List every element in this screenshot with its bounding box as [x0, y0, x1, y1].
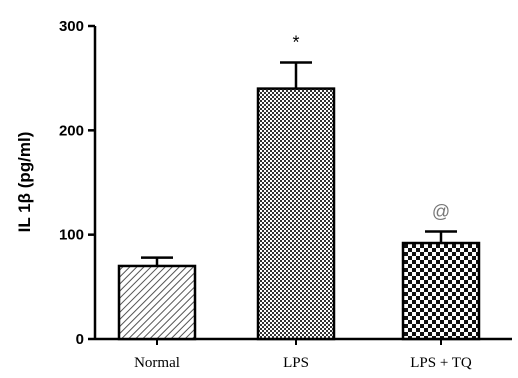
significance-marker: *: [292, 33, 299, 53]
x-axis: Normal LPS LPS + TQ: [95, 337, 512, 371]
y-axis-label: IL 1β (pg/ml): [15, 132, 34, 233]
bars: *@: [117, 33, 481, 341]
y-tick-label: 100: [59, 227, 84, 244]
bar: [401, 241, 481, 341]
y-tick-label: 0: [76, 331, 84, 348]
x-tick-label: LPS: [283, 355, 309, 371]
x-tick-label: Normal: [134, 355, 180, 371]
x-tick-label: LPS + TQ: [410, 355, 472, 371]
bar: [256, 87, 336, 341]
significance-marker: @: [432, 202, 450, 222]
y-tick-label: 300: [59, 18, 84, 35]
bar: [117, 264, 197, 341]
y-tick-label: 200: [59, 122, 84, 139]
y-axis: 0 100 200 300: [59, 18, 97, 348]
